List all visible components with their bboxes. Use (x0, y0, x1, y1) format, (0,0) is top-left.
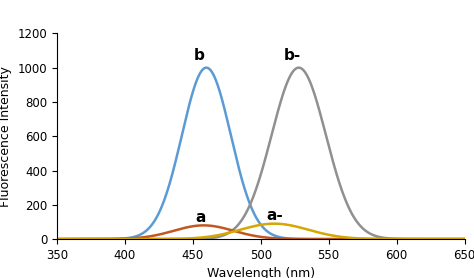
Text: b-: b- (283, 48, 301, 63)
Text: a-: a- (266, 208, 283, 223)
Text: b: b (194, 48, 205, 63)
Y-axis label: Fluorescence Intensity: Fluorescence Intensity (0, 66, 12, 207)
X-axis label: Wavelength (nm): Wavelength (nm) (207, 267, 315, 278)
Text: a: a (196, 210, 206, 225)
